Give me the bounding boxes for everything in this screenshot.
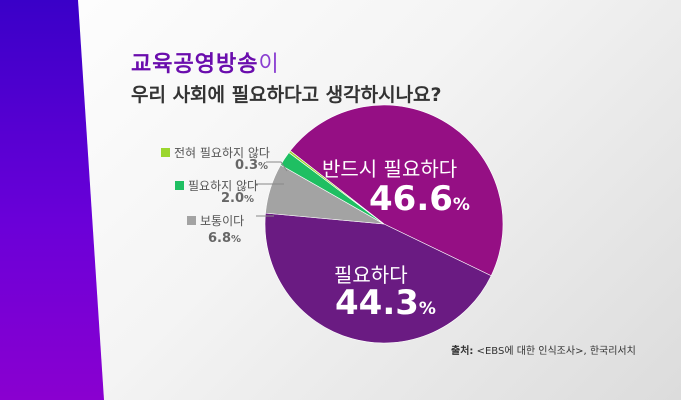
slice-value-necessary: 44.3% xyxy=(335,283,436,323)
pie-slice-necessary xyxy=(264,212,492,344)
legend-label-unnecessary: 필요하지 않다 xyxy=(175,177,258,194)
source-label: 출처: xyxy=(451,346,474,357)
value-unit-neutral: % xyxy=(231,234,242,245)
slice-value-absolutely-necessary: 46.6% xyxy=(369,179,470,219)
pie-slice-absolutely-necessary xyxy=(289,104,504,277)
value-number-neutral: 6.8 xyxy=(208,231,232,246)
legend-swatch-neutral xyxy=(187,216,196,225)
value-number-unnecessary: 2.0 xyxy=(221,191,245,206)
title-main: 교육공영방송 xyxy=(131,52,259,77)
value-unit-strongly-unnecessary: % xyxy=(258,161,269,172)
slice-unit-necessary: % xyxy=(418,299,436,319)
legend-text-strongly-unnecessary: 전혀 필요하지 않다 xyxy=(174,146,270,160)
chart-question: 우리 사회에 필요하다고 생각하시나요? xyxy=(131,84,442,106)
slice-label-absolutely-necessary: 반드시 필요하다 xyxy=(322,157,458,181)
value-number-strongly-unnecessary: 0.3 xyxy=(235,158,259,173)
legend-swatch-strongly-unnecessary xyxy=(161,148,170,157)
legend-label-strongly-unnecessary: 전혀 필요하지 않다 xyxy=(161,144,270,161)
leader-line-strongly-unnecessary xyxy=(266,161,288,172)
pie-slice-strongly-unnecessary xyxy=(288,150,385,225)
value-unit-unnecessary: % xyxy=(244,194,255,205)
legend-text-neutral: 보통이다 xyxy=(200,214,245,228)
slice-number-necessary: 44.3 xyxy=(335,283,419,323)
value-label-unnecessary: 2.0% xyxy=(221,191,254,206)
legend-label-neutral: 보통이다 xyxy=(187,212,244,229)
legend-swatch-unnecessary xyxy=(175,181,184,190)
value-label-neutral: 6.8% xyxy=(208,231,241,246)
title-suffix: 이 xyxy=(258,52,280,77)
legend-text-unnecessary: 필요하지 않다 xyxy=(188,179,259,193)
source-text: <EBS에 대한 인식조사>, 한국리서치 xyxy=(476,346,636,357)
value-label-strongly-unnecessary: 0.3% xyxy=(235,158,268,173)
slice-label-necessary: 필요하다 xyxy=(334,263,408,287)
source-note: 출처: <EBS에 대한 인식조사>, 한국리서치 xyxy=(451,342,636,357)
slice-unit-absolutely-necessary: % xyxy=(452,195,470,215)
chart-title: 교육공영방송이 xyxy=(131,46,280,78)
slice-number-absolutely-necessary: 46.6 xyxy=(369,179,453,219)
